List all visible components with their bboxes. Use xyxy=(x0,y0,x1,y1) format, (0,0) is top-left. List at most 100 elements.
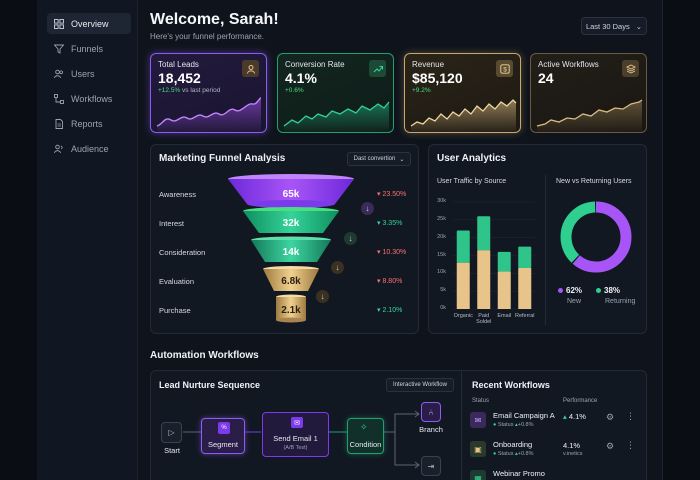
funnel-stage-purchase[interactable] xyxy=(276,297,306,320)
funnel-stage-interest[interactable] xyxy=(243,211,339,233)
node-label-start: Start xyxy=(164,446,180,455)
dollar-icon: $ xyxy=(496,60,513,77)
sidebar-item-label: Workflows xyxy=(71,93,113,104)
y-tick-label: 30k xyxy=(437,198,446,204)
kpi-sparkline xyxy=(283,101,390,132)
workflow-node-exit[interactable]: ⇥ xyxy=(421,456,441,476)
mail-icon: ✉ xyxy=(291,417,303,428)
kpi-sparkline xyxy=(156,97,262,132)
workflow-node-start[interactable]: ▷ xyxy=(161,422,182,443)
kpi-label: Total Leads xyxy=(158,60,199,69)
kpi-value: 18,452 xyxy=(158,70,201,86)
node-label-condition: Condition xyxy=(349,440,382,449)
workflow-performance: ▴ 4.1% xyxy=(563,412,586,421)
more-vertical-icon[interactable]: ⋮ xyxy=(626,440,635,450)
report-icon xyxy=(54,118,64,129)
date-range-dropdown[interactable]: Last 30 Days ⌄ xyxy=(581,17,647,35)
kpi-value: 24 xyxy=(538,70,554,86)
y-tick-label: 20k xyxy=(437,233,446,240)
funnel-stage-label: Awareness xyxy=(159,190,196,199)
legend-dot xyxy=(596,288,601,293)
funnel-stage-consideration[interactable] xyxy=(251,240,331,262)
recent-workflow-row[interactable]: ▣ Onboarding ● Status ▴+0.8% 4.1% v.inet… xyxy=(470,438,642,466)
funnel-change-awareness: ▾ 23.50% xyxy=(377,191,407,198)
kpi-sparkline xyxy=(536,99,643,132)
funnel-dropdown[interactable]: Dast convertion ⌄ xyxy=(347,152,411,166)
bar-segment-organic[interactable] xyxy=(456,230,470,263)
sidebar: Overview Funnels Users Workflows Reports… xyxy=(37,0,138,480)
user-icon xyxy=(242,60,259,77)
date-range-label: Last 30 Days xyxy=(585,21,630,31)
kpi-card-revenue[interactable]: Revenue $85,120 +9.2% $ xyxy=(404,53,521,133)
kpi-delta: +12.5% vs last period xyxy=(158,87,221,94)
legend-returning: 38% xyxy=(596,286,620,295)
grid-icon xyxy=(54,18,64,29)
sidebar-item-funnels[interactable]: Funnels xyxy=(47,38,131,59)
legend-dot xyxy=(558,288,563,293)
calendar-icon: ▦ xyxy=(470,470,486,480)
layers-icon xyxy=(622,60,639,77)
kpi-card-conversion-rate[interactable]: Conversion Rate 4.1% +0.6% xyxy=(277,53,394,133)
kpi-card-active-workflows[interactable]: Active Workflows 24 xyxy=(530,53,647,133)
workflow-icon xyxy=(54,93,64,104)
funnel-stage-label: Purchase xyxy=(159,306,191,315)
bar-segment-referral[interactable] xyxy=(518,267,532,309)
funnel-value-purchase: 2.1k xyxy=(281,305,301,316)
bar-segment-paid-soldel[interactable] xyxy=(477,216,491,251)
donut-chart xyxy=(560,201,632,273)
audience-icon xyxy=(54,144,64,154)
funnel-chart xyxy=(228,174,354,323)
funnel-change-consideration: ▾ 10.30% xyxy=(377,249,407,256)
kpi-value: 4.1% xyxy=(285,70,317,86)
gear-icon[interactable]: ⚙ xyxy=(606,441,615,451)
recent-workflow-row[interactable]: ✉ Email Campaign A ● Status ▴+0.8% ▴ 4.1… xyxy=(470,409,642,437)
workflow-status: ● Status ▴+0.8% xyxy=(493,451,534,457)
sidebar-item-reports[interactable]: Reports xyxy=(47,113,131,134)
recent-workflow-row[interactable]: ▦ Webinar Promo xyxy=(470,467,642,480)
sidebar-item-overview[interactable]: Overview xyxy=(47,13,131,34)
mail-icon: ✉ xyxy=(470,412,486,428)
funnel-value-evaluation: 6.8k xyxy=(281,276,301,287)
kpi-card-total-leads[interactable]: Total Leads 18,452 +12.5% vs last period xyxy=(150,53,267,133)
play-icon: ▷ xyxy=(168,428,175,437)
sidebar-item-users[interactable]: Users xyxy=(47,63,131,84)
arrow-down-icon: ▾ xyxy=(377,191,381,198)
donut-slice-returning[interactable] xyxy=(560,201,632,273)
sidebar-item-label: Overview xyxy=(71,18,109,29)
workflow-status: ● Status ▴+0.8% xyxy=(493,422,534,428)
workflow-node-condition[interactable]: ✧ Condition xyxy=(347,418,384,454)
recent-workflows: Recent Workflows Status Performance ✉ Em… xyxy=(461,371,648,480)
workflow-name: Email Campaign A xyxy=(493,411,555,420)
bar-segment-referral[interactable] xyxy=(518,246,532,268)
workflow-node-segment[interactable]: % Segment xyxy=(201,418,245,454)
funnel-stage-evaluation[interactable] xyxy=(263,269,319,291)
funnel-value-interest: 32k xyxy=(282,218,300,229)
workflow-performance-sub: v.inetics xyxy=(563,451,583,457)
funnel-stage-awareness[interactable] xyxy=(228,179,354,204)
kpi-label: Conversion Rate xyxy=(285,60,345,69)
chevron-down-icon: ⌄ xyxy=(635,21,643,31)
more-vertical-icon[interactable]: ⋮ xyxy=(626,411,635,421)
y-tick-label: 10k xyxy=(437,269,446,276)
kpi-label: Revenue xyxy=(412,60,445,69)
donut-slice-new[interactable] xyxy=(560,201,632,273)
sidebar-item-audience[interactable]: Audience xyxy=(47,138,131,159)
workflow-node-branch[interactable]: ⑃ xyxy=(421,402,441,422)
bar-segment-organic[interactable] xyxy=(456,262,470,309)
node-label-segment: Segment xyxy=(207,440,239,449)
workflow-name: Webinar Promo xyxy=(493,469,545,478)
workflow-node-send-email[interactable]: ✉ Send Email 1 (A/B Test) xyxy=(262,412,329,457)
bar-segment-email[interactable] xyxy=(497,251,511,272)
node-label-branch: Branch xyxy=(419,425,443,434)
kpi-sparkline xyxy=(410,99,517,132)
sidebar-item-label: Users xyxy=(71,68,95,79)
interactive-workflow-badge[interactable]: Interactive Workflow xyxy=(386,378,454,392)
x-tick-label: Referral xyxy=(514,313,535,319)
funnel-stage-awareness-bottom xyxy=(247,200,335,208)
bar-segment-email[interactable] xyxy=(497,271,511,309)
recent-workflows-title: Recent Workflows xyxy=(472,380,550,390)
gear-icon[interactable]: ⚙ xyxy=(606,412,615,422)
funnel-icon xyxy=(54,44,64,54)
bar-segment-paid-soldel[interactable] xyxy=(477,250,491,309)
sidebar-item-workflows[interactable]: Workflows xyxy=(47,88,131,109)
